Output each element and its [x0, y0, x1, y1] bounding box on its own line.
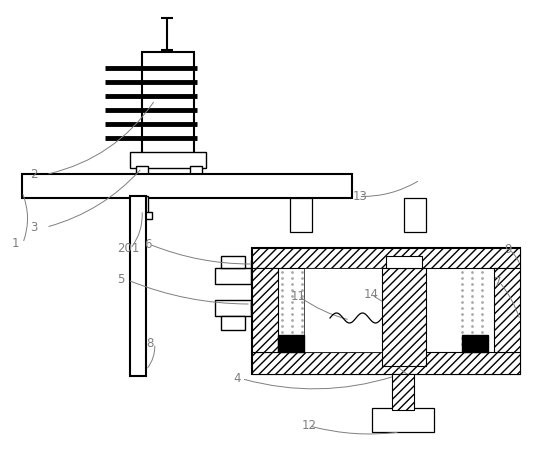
- Text: 12: 12: [301, 420, 317, 432]
- Bar: [190, 166, 202, 174]
- Text: 14: 14: [364, 288, 379, 301]
- Bar: [130, 196, 146, 376]
- Text: 13: 13: [353, 190, 368, 203]
- Bar: [215, 300, 251, 316]
- Bar: [304, 268, 462, 352]
- Bar: [252, 352, 520, 374]
- Text: 201: 201: [117, 242, 139, 255]
- Bar: [304, 268, 382, 352]
- Text: 9: 9: [504, 243, 512, 256]
- Text: 8: 8: [147, 337, 154, 350]
- Bar: [404, 198, 426, 232]
- Text: 7: 7: [494, 276, 502, 289]
- Bar: [372, 408, 434, 432]
- Text: 11: 11: [291, 290, 306, 302]
- Bar: [252, 248, 520, 374]
- Bar: [215, 268, 251, 284]
- Bar: [221, 316, 245, 330]
- Text: 4: 4: [233, 372, 241, 385]
- Text: 5: 5: [117, 274, 124, 286]
- Bar: [386, 256, 422, 268]
- Bar: [382, 268, 426, 366]
- Bar: [392, 374, 414, 410]
- Bar: [494, 268, 520, 352]
- Bar: [221, 256, 245, 268]
- Bar: [278, 335, 304, 352]
- Bar: [22, 174, 352, 198]
- Bar: [252, 248, 520, 268]
- Text: 1: 1: [12, 237, 20, 250]
- Bar: [462, 335, 488, 352]
- Bar: [290, 198, 312, 232]
- Bar: [251, 260, 259, 268]
- Bar: [130, 152, 206, 168]
- Bar: [134, 212, 152, 219]
- Bar: [251, 302, 259, 310]
- Bar: [136, 166, 148, 174]
- Text: 2: 2: [30, 168, 37, 181]
- Text: 6: 6: [144, 238, 151, 251]
- Bar: [138, 196, 148, 214]
- Bar: [252, 268, 278, 352]
- Text: 3: 3: [30, 221, 37, 234]
- Bar: [142, 52, 194, 154]
- Text: 10: 10: [386, 356, 400, 369]
